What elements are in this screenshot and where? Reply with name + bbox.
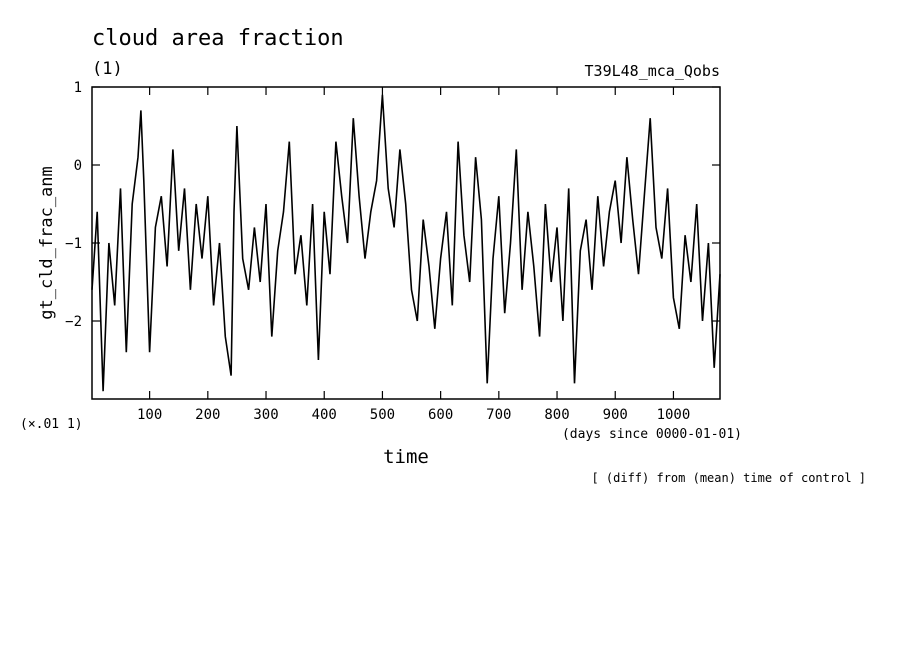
x-tick-label: 700 xyxy=(486,407,511,423)
x-tick-label: 400 xyxy=(312,407,337,423)
x-tick-label: 300 xyxy=(253,407,278,423)
chart-subtitle-right: T39L48_mca_Qobs xyxy=(585,62,720,80)
x-tick-label: 1000 xyxy=(657,407,691,423)
plot-frame xyxy=(91,86,721,400)
x-axis: 100 200 300 400 500 600 700 800 900 1000 xyxy=(137,87,690,423)
y-tick-label: 1 xyxy=(74,80,82,96)
chart-title: cloud area fraction xyxy=(92,26,344,51)
x-tick-label: 600 xyxy=(428,407,453,423)
x-tick-label: 500 xyxy=(370,407,395,423)
x-tick-label: 100 xyxy=(137,407,162,423)
y-axis-label: gt_cld_frac_anm xyxy=(37,166,57,320)
footnote: [ (diff) from (mean) time of control ] xyxy=(591,471,866,485)
x-axis-label: time xyxy=(383,446,429,468)
x-tick-label: 800 xyxy=(544,407,569,423)
series-line xyxy=(91,94,721,392)
x-tick-label: 200 xyxy=(195,407,220,423)
y-tick-label: −2 xyxy=(65,314,82,330)
chart-subtitle-left: (1) xyxy=(92,59,123,79)
y-axis: 1 0 −1 −2 xyxy=(65,80,720,330)
x-units-label: (days since 0000-01-01) xyxy=(562,427,742,442)
y-tick-label: −1 xyxy=(65,236,82,252)
y-scale-note: (×.01 1) xyxy=(20,417,83,432)
y-tick-label: 0 xyxy=(74,158,82,174)
series-layer xyxy=(91,94,721,392)
x-tick-label: 900 xyxy=(603,407,628,423)
